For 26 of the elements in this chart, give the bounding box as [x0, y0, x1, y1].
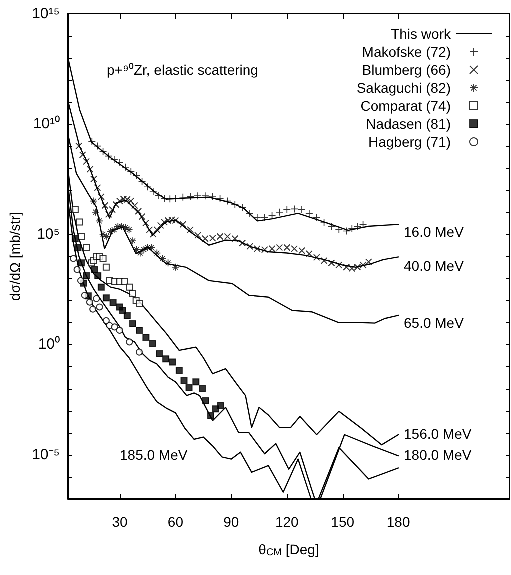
y-tick-label: 10⁰ — [38, 336, 60, 354]
legend-label: Makofske (72) — [362, 44, 451, 60]
legend-label: Comparat (74) — [360, 98, 451, 114]
annotation: 180.0 MeV — [404, 447, 472, 463]
x-tick-label: 90 — [224, 514, 240, 530]
annotation: 185.0 MeV — [120, 447, 188, 463]
y-tick-label: 10¹⁵ — [32, 6, 60, 22]
y-tick-label: 10¹⁰ — [33, 116, 60, 133]
annotation: 65.0 MeV — [404, 315, 465, 331]
x-tick-label: 120 — [275, 514, 300, 530]
annotation: 40.0 MeV — [404, 258, 465, 274]
legend-label: This work — [391, 26, 452, 42]
legend-label: Nadasen (81) — [366, 116, 451, 132]
x-tick-label: 150 — [331, 514, 355, 530]
legend-label: Blumberg (66) — [362, 62, 451, 78]
legend-label: Sakaguchi (82) — [356, 80, 451, 96]
x-tick-label: 60 — [168, 514, 184, 530]
text: p+⁹⁰Zr, elastic scattering — [107, 62, 258, 78]
annotation: 156.0 MeV — [404, 426, 472, 442]
x-tick-label: 180 — [386, 514, 410, 530]
y-tick-label: 10⁻⁵ — [32, 446, 60, 464]
y-axis-title: dσ/dΩ [mb/str] — [7, 212, 23, 302]
y-tick-label: 10⁵ — [37, 226, 60, 243]
legend-label: Hagberg (71) — [368, 134, 451, 150]
x-tick-label: 30 — [112, 514, 128, 530]
annotation: 16.0 MeV — [404, 224, 465, 240]
